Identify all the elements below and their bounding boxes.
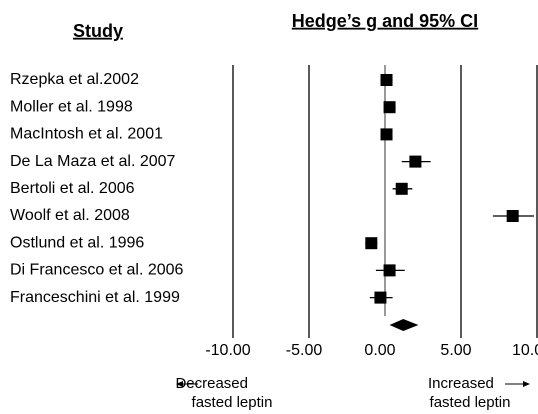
- effect-marker: [374, 291, 387, 304]
- x-tick-label: 10.00: [512, 342, 538, 359]
- x-tick-label: -5.00: [286, 342, 323, 359]
- arrow-head: [523, 381, 530, 387]
- study-label: MacIntosh et al. 2001: [10, 126, 163, 143]
- effect-marker: [380, 74, 393, 86]
- summary-diamond: [389, 319, 419, 331]
- study-label: Franceschini et al. 1999: [10, 289, 180, 306]
- column-title: Hedge’s g and 95% CI: [292, 11, 478, 31]
- effect-marker: [395, 182, 408, 195]
- study-label: Rzepka et al.2002: [10, 71, 139, 88]
- study-label: De La Maza et al. 2007: [10, 153, 176, 170]
- x-tick-label: 5.00: [440, 342, 471, 359]
- note: fasted leptin: [192, 394, 273, 411]
- effect-marker: [409, 155, 422, 168]
- note: Decreased: [175, 375, 248, 392]
- effect-marker: [506, 210, 519, 222]
- study-label: Moller et al. 1998: [10, 98, 133, 115]
- x-tick-label: -10.00: [205, 342, 250, 359]
- study-label: Bertoli et al. 2006: [10, 180, 135, 197]
- effect-marker: [383, 101, 396, 114]
- column-title: Study: [73, 21, 123, 41]
- study-label: Woolf et al. 2008: [10, 207, 130, 224]
- note: Increased: [428, 375, 494, 392]
- note: fasted leptin: [430, 394, 511, 411]
- effect-marker: [383, 264, 396, 277]
- x-tick-label: 0.00: [364, 342, 395, 359]
- study-label: Ostlund et al. 1996: [10, 234, 144, 251]
- study-label: Di Francesco et al. 2006: [10, 262, 184, 279]
- effect-marker: [365, 237, 378, 250]
- effect-marker: [380, 128, 393, 141]
- arrow-head: [176, 381, 183, 387]
